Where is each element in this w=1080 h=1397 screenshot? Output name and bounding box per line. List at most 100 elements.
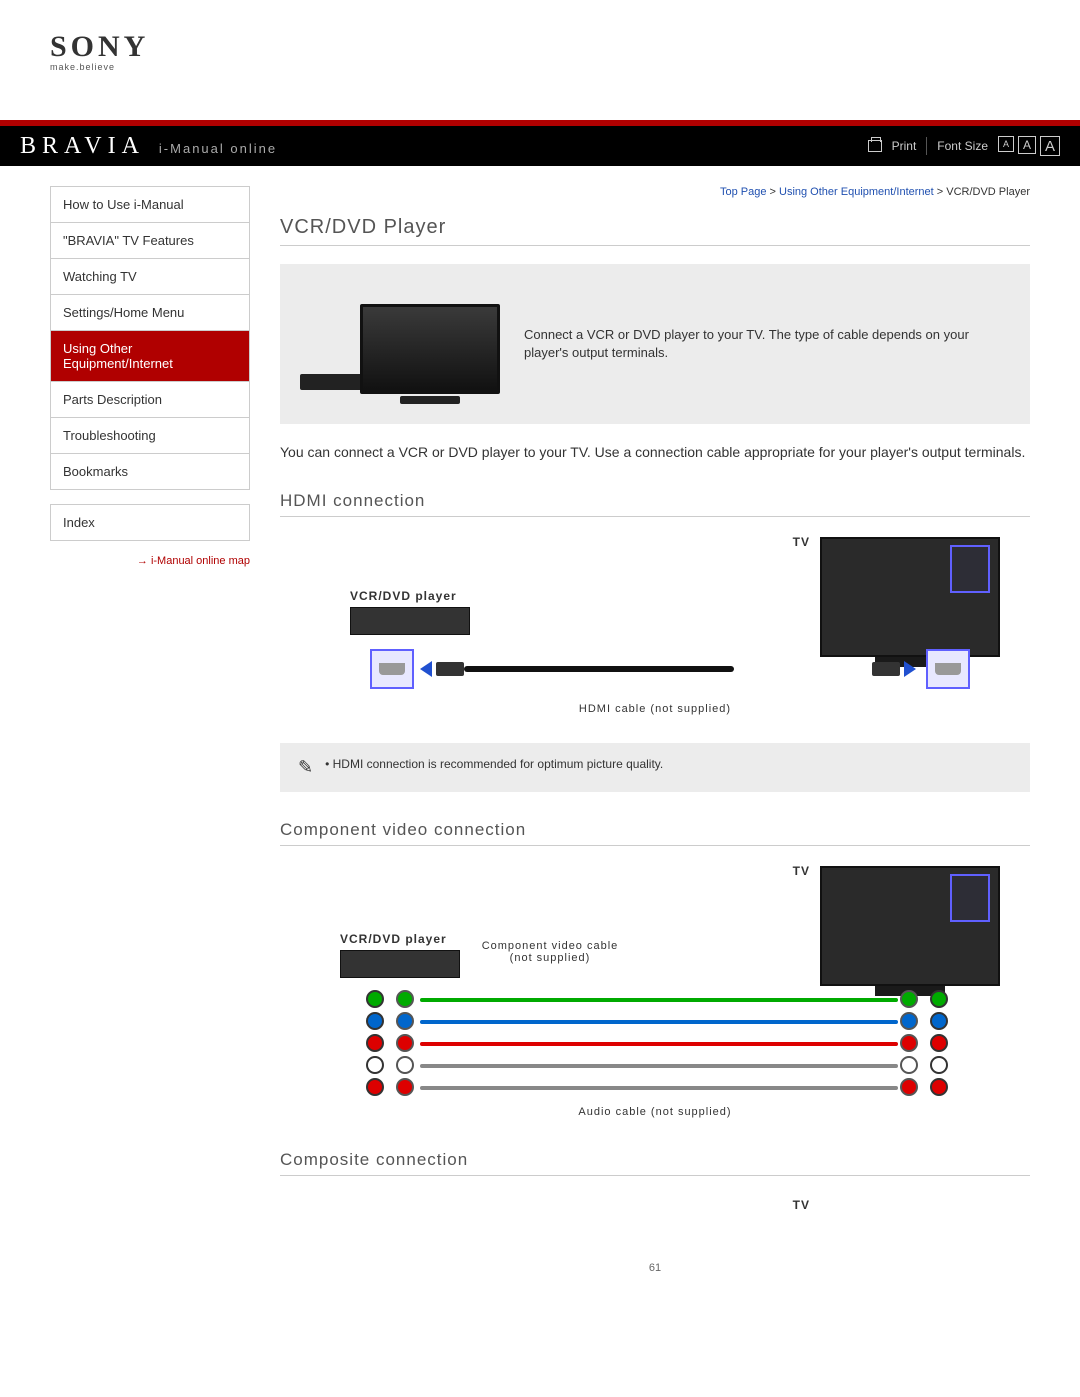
breadcrumb: Top Page > Using Other Equipment/Interne… — [280, 186, 1030, 198]
product-subtitle: i-Manual online — [159, 141, 277, 156]
intro-illustration — [300, 284, 500, 404]
breadcrumb-sep: > — [770, 186, 779, 198]
body-text: You can connect a VCR or DVD player to y… — [280, 442, 1030, 463]
intro-text: Connect a VCR or DVD player to your TV. … — [524, 326, 1010, 362]
nav-separator — [50, 490, 250, 504]
cable-green-icon — [420, 998, 898, 1002]
hdmi-tv-label: TV — [793, 535, 810, 549]
cable-white-icon — [420, 1064, 898, 1068]
font-medium-button[interactable]: A — [1018, 136, 1036, 154]
cable-red-audio-icon — [420, 1086, 898, 1090]
plug-icon — [396, 990, 414, 1008]
hdmi-cable-icon — [464, 666, 734, 672]
player-icon — [350, 607, 470, 635]
arrow-right-icon — [904, 661, 916, 677]
nav-troubleshooting[interactable]: Troubleshooting — [51, 418, 249, 454]
plug-col-left — [396, 990, 418, 1096]
product-name: BRAVIA — [20, 133, 145, 160]
component-audio-cable-label: Audio cable (not supplied) — [280, 1106, 1030, 1118]
nav-bookmarks[interactable]: Bookmarks — [51, 454, 249, 489]
nav-list: How to Use i-Manual "BRAVIA" TV Features… — [50, 186, 250, 490]
plug-icon — [900, 1012, 918, 1030]
hdmi-callout-tv — [950, 545, 990, 593]
page-title: VCR/DVD Player — [280, 216, 1030, 246]
composite-tv-label: TV — [793, 1198, 810, 1212]
plug-icon — [900, 1034, 918, 1052]
component-diagram: TV VCR/DVD player Component video cable … — [280, 862, 1030, 1122]
nav-settings-home[interactable]: Settings/Home Menu — [51, 295, 249, 331]
jack-green-icon — [930, 990, 948, 1008]
print-button[interactable]: Print — [892, 139, 917, 153]
intro-panel: Connect a VCR or DVD player to your TV. … — [280, 264, 1030, 424]
title-bar-right: Print Font Size A A A — [868, 136, 1060, 156]
tv-stand-icon — [400, 396, 460, 404]
plug-icon — [396, 1034, 414, 1052]
component-video-cable-label: Component video cable (not supplied) — [480, 940, 620, 964]
print-icon[interactable] — [868, 140, 882, 152]
component-player-label: VCR/DVD player — [340, 932, 447, 946]
note-icon: ✎ — [298, 757, 313, 778]
nav-watching-tv[interactable]: Watching TV — [51, 259, 249, 295]
title-bar: BRAVIA i-Manual online Print Font Size A… — [0, 126, 1080, 166]
nav-using-other-equipment[interactable]: Using Other Equipment/Internet — [51, 331, 249, 382]
composite-diagram: TV — [280, 1192, 1030, 1232]
nav-parts-description[interactable]: Parts Description — [51, 382, 249, 418]
nav-how-to-use[interactable]: How to Use i-Manual — [51, 187, 249, 223]
plug-icon — [900, 1078, 918, 1096]
divider — [926, 137, 927, 155]
plug-icon — [900, 1056, 918, 1074]
cable-red-icon — [420, 1042, 898, 1046]
sidebar: How to Use i-Manual "BRAVIA" TV Features… — [50, 186, 250, 1274]
component-heading: Component video connection — [280, 820, 1030, 846]
jack-red-icon — [366, 1078, 384, 1096]
jack-panel-left — [366, 990, 388, 1096]
page-root: SONY make.believe BRAVIA i-Manual online… — [0, 0, 1080, 1314]
manual-map-link[interactable]: i-Manual online map — [50, 555, 250, 567]
font-large-button[interactable]: A — [1040, 136, 1060, 156]
player-icon — [340, 950, 460, 978]
arrow-left-icon — [420, 661, 432, 677]
cable-plug-icon — [436, 662, 464, 676]
jack-white-icon — [930, 1056, 948, 1074]
plug-icon — [396, 1078, 414, 1096]
jack-white-icon — [366, 1056, 384, 1074]
jack-red-icon — [366, 1034, 384, 1052]
hdmi-note-text: HDMI connection is recommended for optim… — [325, 757, 663, 771]
nav-bravia-features[interactable]: "BRAVIA" TV Features — [51, 223, 249, 259]
page-number: 61 — [280, 1262, 1030, 1274]
cable-blue-icon — [420, 1020, 898, 1024]
title-bar-left: BRAVIA i-Manual online — [20, 133, 277, 160]
body-wrap: How to Use i-Manual "BRAVIA" TV Features… — [0, 166, 1080, 1314]
breadcrumb-top[interactable]: Top Page — [720, 186, 766, 198]
jack-red-icon — [930, 1078, 948, 1096]
hdmi-port-left — [370, 649, 414, 689]
tv-icon — [360, 304, 500, 394]
jack-blue-icon — [366, 1012, 384, 1030]
hdmi-diagram: TV VCR/DVD player HDMI cable (not suppli… — [280, 533, 1030, 733]
main-content: Top Page > Using Other Equipment/Interne… — [280, 186, 1030, 1274]
plug-icon — [396, 1012, 414, 1030]
font-small-button[interactable]: A — [998, 136, 1014, 152]
jack-panel-right — [930, 990, 952, 1096]
hdmi-cable-label: HDMI cable (not supplied) — [280, 703, 1030, 715]
component-callout-tv — [950, 874, 990, 922]
nav-index[interactable]: Index — [50, 504, 250, 541]
cable-plug-icon — [872, 662, 900, 676]
jack-blue-icon — [930, 1012, 948, 1030]
hdmi-port-icon — [379, 663, 405, 675]
hdmi-player-label: VCR/DVD player — [350, 589, 457, 603]
hdmi-port-icon — [935, 663, 961, 675]
plug-icon — [900, 990, 918, 1008]
font-size-picker: A A A — [998, 136, 1060, 156]
breadcrumb-sep: > — [937, 186, 946, 198]
breadcrumb-current: VCR/DVD Player — [946, 186, 1030, 198]
composite-heading: Composite connection — [280, 1150, 1030, 1176]
breadcrumb-mid[interactable]: Using Other Equipment/Internet — [779, 186, 934, 198]
brand-tagline: make.believe — [50, 62, 1030, 72]
plug-col-right — [900, 990, 922, 1096]
hdmi-note-panel: ✎ HDMI connection is recommended for opt… — [280, 743, 1030, 792]
jack-green-icon — [366, 990, 384, 1008]
font-size-label: Font Size — [937, 139, 988, 153]
plug-icon — [396, 1056, 414, 1074]
header-area: SONY make.believe — [0, 0, 1080, 120]
